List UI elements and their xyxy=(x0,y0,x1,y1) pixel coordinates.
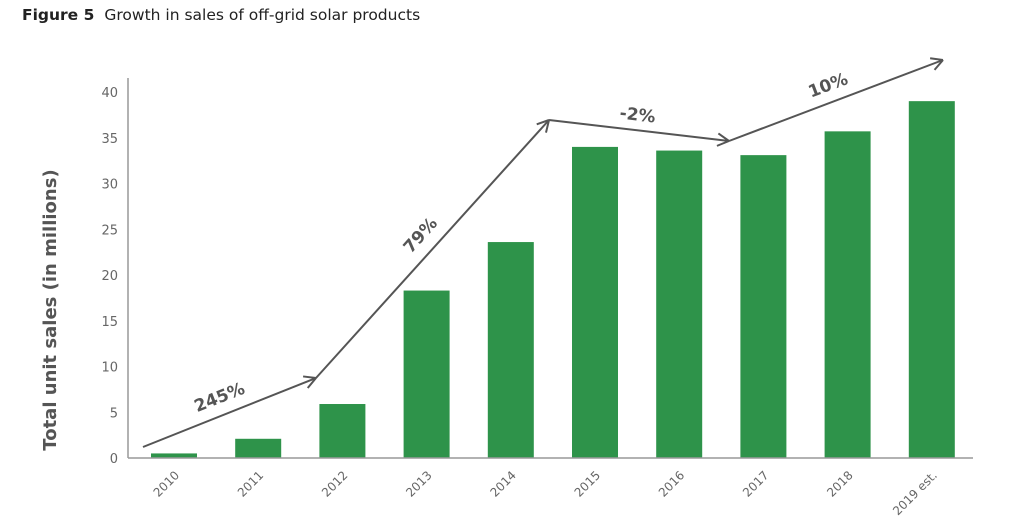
growth-label: 79% xyxy=(400,214,442,258)
figure-title: Figure 5 Growth in sales of off-grid sola… xyxy=(22,6,420,24)
figure-label: Figure 5 xyxy=(22,6,95,24)
arrow-head xyxy=(302,375,317,379)
x-tick-label: 2012 xyxy=(319,468,350,499)
y-tick-label: 15 xyxy=(101,315,118,330)
x-tick-label: 2015 xyxy=(572,468,603,499)
x-tick-label: 2011 xyxy=(235,468,266,499)
chart-title: Growth in sales of off-grid solar produc… xyxy=(104,6,421,24)
y-axis-label: Total unit sales (in millions) xyxy=(40,169,61,450)
x-tick-label: 2018 xyxy=(824,468,855,499)
bar-2018 xyxy=(824,131,871,458)
arrow-head xyxy=(933,59,944,71)
bar-2015 xyxy=(572,146,618,458)
bar-2014 xyxy=(487,242,534,458)
arrow-head xyxy=(536,119,550,126)
trend-arrow xyxy=(548,119,730,142)
trend-arrow xyxy=(315,119,550,379)
arrow-head xyxy=(716,140,730,147)
x-tick-label: 2016 xyxy=(656,468,687,499)
arrow-head xyxy=(929,57,944,61)
y-tick-label: 20 xyxy=(101,269,118,284)
y-tick-label: 40 xyxy=(101,86,118,101)
x-tick-label: 2010 xyxy=(151,468,182,499)
y-tick-label: 5 xyxy=(110,406,118,421)
bar-2013 xyxy=(403,290,450,458)
bar-2011 xyxy=(235,438,282,458)
x-tick-label: 2019 est. xyxy=(890,468,940,518)
bar-2017 xyxy=(740,155,787,458)
growth-label: 245% xyxy=(192,379,248,417)
x-tick-label: 2014 xyxy=(487,468,518,499)
bar-2010 xyxy=(151,453,197,458)
x-tick-label: 2013 xyxy=(403,468,434,499)
bar-2019-est- xyxy=(908,101,955,459)
growth-label: -2% xyxy=(619,104,657,128)
y-tick-label: 10 xyxy=(101,361,118,376)
arrow-head xyxy=(545,119,550,133)
arrow-head xyxy=(306,377,317,389)
trend-arrow xyxy=(728,59,944,142)
bar-2016 xyxy=(656,150,703,458)
bar-2012 xyxy=(319,404,366,458)
y-tick-label: 30 xyxy=(101,178,118,193)
y-tick-label: 25 xyxy=(101,223,118,238)
arrow-head xyxy=(717,132,730,142)
trend-arrow xyxy=(142,377,317,448)
x-tick-label: 2017 xyxy=(740,468,771,499)
y-tick-label: 0 xyxy=(110,452,118,467)
y-tick-label: 35 xyxy=(101,132,118,147)
